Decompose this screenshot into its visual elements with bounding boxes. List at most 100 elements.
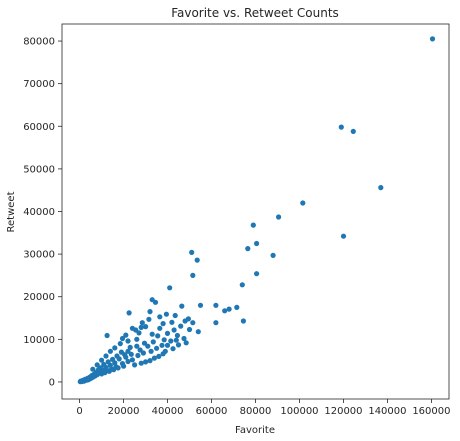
scatter-point (429, 36, 436, 42)
scatter-point (190, 272, 196, 278)
scatter-point (155, 333, 161, 339)
scatter-point (99, 357, 105, 363)
scatter-point (117, 341, 123, 347)
scatter-point (172, 312, 178, 319)
scatter-point (250, 222, 256, 228)
scatter-point (138, 324, 144, 330)
scatter-point (197, 302, 204, 308)
scatter-point (125, 358, 131, 365)
x-axis-label: Favorite (235, 425, 275, 436)
scatter-point (213, 302, 219, 308)
scatter-point (123, 354, 129, 360)
x-tick-label: 80000 (240, 406, 272, 417)
scatter-point (234, 304, 240, 310)
scatter-point (136, 330, 142, 336)
scatter-point (170, 346, 176, 352)
scatter-point (171, 327, 177, 333)
scatter-point (151, 355, 157, 361)
scatter-point (146, 316, 152, 322)
y-tick-label: 40000 (23, 207, 55, 218)
scatter-point (182, 318, 188, 324)
scatter-point (110, 356, 116, 362)
scatter-point (152, 299, 159, 305)
scatter-point (226, 306, 232, 312)
y-axis-label: Retweet (6, 191, 17, 232)
y-tick-label: 70000 (23, 79, 55, 90)
scatter-point (94, 362, 100, 368)
scatter-point (119, 361, 126, 367)
y-tick-label: 20000 (23, 292, 55, 303)
scatter-point (107, 348, 113, 354)
scatter-point (132, 362, 138, 368)
scatter-point (135, 352, 141, 359)
scatter-point (189, 249, 195, 255)
scatter-point (157, 314, 163, 320)
scatter-point (143, 359, 149, 365)
scatter-point (127, 344, 133, 350)
scatter-point (149, 331, 155, 337)
scatter-point (179, 303, 185, 309)
scatter-point (103, 353, 109, 359)
scatter-point (129, 325, 135, 331)
scatter-point (125, 348, 131, 354)
scatter-point (148, 348, 154, 354)
scatter-point (154, 345, 160, 351)
x-tick-label: 100000 (280, 406, 318, 417)
scatter-point (222, 308, 228, 314)
scatter-point (167, 285, 173, 291)
scatter-point (157, 325, 163, 331)
scatter-point (173, 337, 179, 343)
scatter-point (140, 350, 146, 356)
scatter-point (141, 340, 148, 346)
scatter-point (160, 321, 166, 327)
scatter-point (147, 358, 153, 364)
y-tick-label: 80000 (23, 37, 55, 48)
scatter-point (239, 282, 245, 288)
y-axis-ticks: 0 10000 20000 30000 40000 50000 60000 70000 8000… (23, 37, 62, 388)
scatter-point (163, 311, 169, 317)
scatter-point (350, 128, 356, 134)
scatter-point (183, 340, 189, 346)
scatter-point (169, 319, 175, 325)
scatter-point (147, 309, 153, 315)
points-layer (77, 36, 436, 385)
scatter-point (123, 332, 129, 338)
x-tick-label: 0 (76, 406, 82, 417)
scatter-point (139, 320, 145, 326)
scatter-point (276, 214, 282, 220)
scatter-point (101, 361, 107, 368)
scatter-point (190, 320, 196, 326)
scatter-point (175, 342, 182, 348)
scatter-point (195, 329, 201, 335)
scatter-point (164, 330, 171, 336)
scatter-point (118, 349, 124, 355)
scatter-point (77, 379, 83, 385)
scatter-point (245, 246, 251, 252)
y-tick-label: 0 (49, 377, 55, 388)
x-tick-label: 20000 (108, 406, 140, 417)
x-axis-ticks: 0 20000 40000 60000 80000 100000 120000 140000 1… (76, 399, 451, 417)
scatter-point (138, 360, 144, 366)
scatter-point (125, 338, 131, 344)
scatter-point (156, 353, 162, 359)
scatter-point (105, 359, 111, 365)
scatter-point (181, 335, 187, 342)
scatter-point (145, 343, 151, 349)
scatter-point (338, 124, 344, 130)
scatter-point (378, 185, 384, 191)
scatter-point (270, 252, 276, 258)
scatter-point (90, 366, 96, 372)
scatter-point (340, 233, 347, 239)
scatter-point (150, 339, 156, 345)
y-tick-label: 60000 (23, 122, 55, 133)
scatter-point (164, 342, 171, 348)
scatter-point (134, 336, 140, 342)
scatter-point (99, 371, 105, 377)
y-tick-label: 10000 (23, 335, 55, 346)
scatter-point (159, 342, 165, 348)
y-tick-label: 50000 (23, 164, 55, 175)
scatter-point (186, 326, 193, 333)
scatter-point (114, 353, 120, 359)
scatter-point (162, 348, 168, 354)
